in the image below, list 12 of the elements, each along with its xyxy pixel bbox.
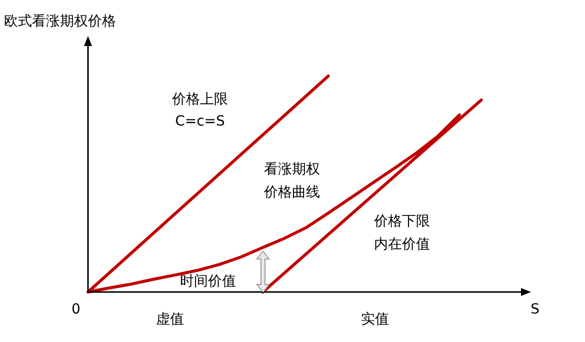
annotation: 内在价值 [374,236,430,253]
annotation: 价格下限 [373,214,430,230]
text: 0 [72,302,80,318]
text: 虚值 [156,312,184,328]
x-axis-title: S [530,302,540,318]
annotation: C=c=S [175,114,226,130]
annotation: 价格曲线 [263,184,320,201]
text: 实值 [361,312,389,328]
annotation: 时间价值 [180,274,236,290]
y-axis-title: 欧式看涨期权价格 [4,14,116,30]
annotation: 看涨期权 [264,162,320,178]
annotation: 价格上限 [171,92,228,108]
